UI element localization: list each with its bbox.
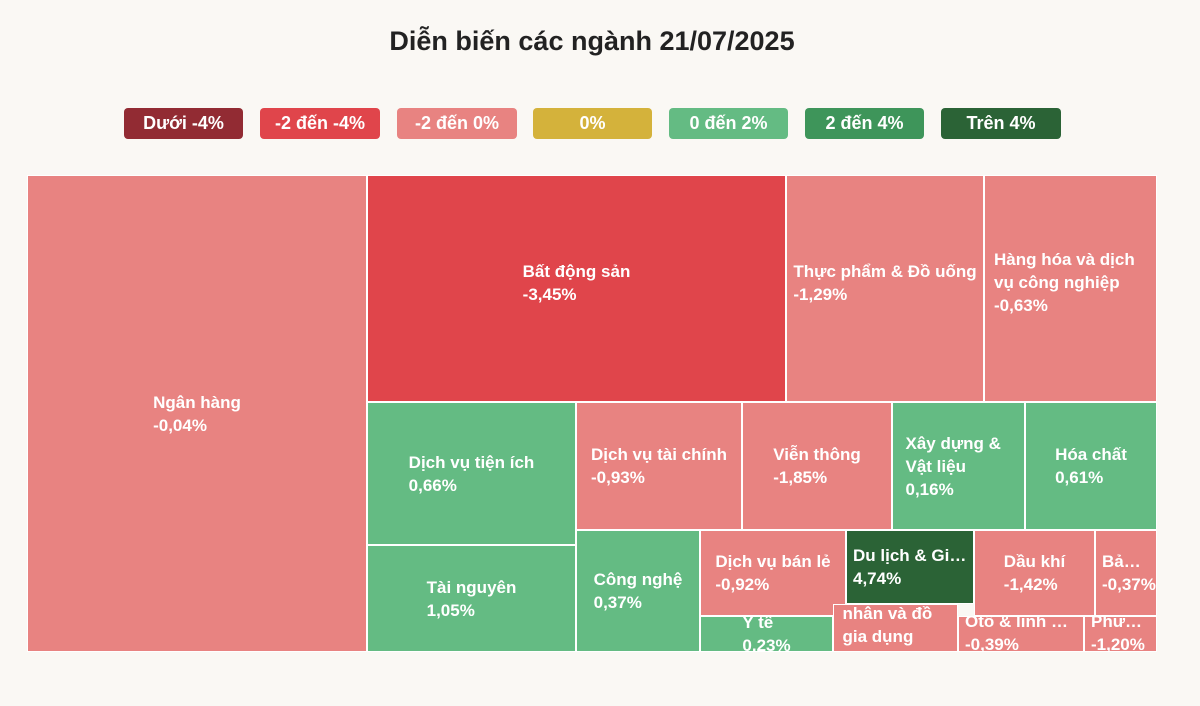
tile-name: Phương tiện truyền thông <box>1091 616 1150 631</box>
legend-item: Trên 4% <box>941 108 1061 139</box>
tile-value: -3,45% <box>522 284 577 304</box>
treemap-tile: Phương tiện truyền thông -1,20% <box>1084 616 1157 652</box>
legend-item: 2 đến 4% <box>805 108 924 139</box>
tile-value: 0,61% <box>1055 468 1104 487</box>
tile-name: Ôtô & linh kiện <box>965 616 1077 631</box>
tile-value: -0,37% <box>1102 575 1156 594</box>
tile-value: 0,16% <box>905 479 954 499</box>
treemap-tile: Công nghệ 0,37% <box>576 530 700 652</box>
treemap-tile: Y tế 0,23% <box>700 616 833 652</box>
tile-name: Viễn thông <box>773 445 861 464</box>
tile-value: -0,92% <box>715 575 770 594</box>
legend-item: 0 đến 2% <box>669 108 788 139</box>
tile-name: Bảo hiểm <box>1102 552 1150 571</box>
tile-name: Dầu khí <box>1003 552 1066 571</box>
tile-name: Xây dựng & Vật liệu <box>905 433 1001 476</box>
treemap-tile: Hàng hóa và dịch vụ công nghiệp -0,63% <box>984 175 1157 402</box>
tile-value: -1,20% <box>1091 635 1145 652</box>
tile-name: Công nghệ <box>593 570 683 589</box>
treemap-tile: Bảo hiểm -0,37% <box>1095 530 1157 616</box>
tile-name: Ngân hàng <box>153 392 241 412</box>
tile-name: Dịch vụ tiện ích <box>408 452 535 472</box>
tile-value: -0,93% <box>590 468 645 487</box>
tile-name: Hàng hóa và dịch vụ công nghiệp <box>994 250 1135 292</box>
tile-name: Du lịch & Giải trí <box>853 546 967 565</box>
treemap-tile: Du lịch & Giải trí 4,74% <box>846 530 974 604</box>
treemap-tile: Dịch vụ bán lẻ -0,92% <box>700 530 846 616</box>
legend-item: 0% <box>533 108 652 139</box>
treemap-tile: Xây dựng & Vật liệu 0,16% <box>892 402 1025 530</box>
treemap-tile: Bất động sản -3,45% <box>367 175 786 402</box>
treemap: Ngân hàng -0,04% Bất động sản -3,45% Thực ph… <box>27 175 1157 652</box>
treemap-tile: Ngân hàng -0,04% <box>27 175 367 652</box>
tile-name: Đồ dùng cá nhân và đồ gia dụng <box>842 604 933 646</box>
treemap-tile: Hóa chất 0,61% <box>1025 402 1157 530</box>
treemap-tile: Dịch vụ tiện ích 0,66% <box>367 402 576 545</box>
legend-item: -2 đến -4% <box>260 108 380 139</box>
tile-value: -0,63% <box>994 296 1048 315</box>
treemap-tile: Đồ dùng cá nhân và đồ gia dụng -0,36% <box>833 604 958 652</box>
chart-title: Diễn biến các ngành 21/07/2025 <box>389 26 795 56</box>
tile-value: 1,05% <box>426 600 475 620</box>
tile-name: Thực phẩm & Đồ uống <box>793 261 977 281</box>
tile-name: Bất động sản <box>522 261 631 281</box>
legend: Dưới -4% -2 đến -4% -2 đến 0% 0% 0 đến 2% 2 đ… <box>0 108 1200 140</box>
tile-value: -0,36% <box>843 648 949 651</box>
tile-name: Hóa chất <box>1055 445 1127 464</box>
tile-name: Y tế <box>742 616 774 632</box>
tile-name: Dịch vụ tài chính <box>590 445 728 464</box>
tile-value: -1,29% <box>793 284 848 304</box>
treemap-tile: Viễn thông -1,85% <box>742 402 892 530</box>
tile-value: -0,39% <box>965 635 1019 652</box>
treemap-tile: Tài nguyên 1,05% <box>367 545 576 652</box>
tile-value: -0,04% <box>153 415 207 435</box>
legend-item: -2 đến 0% <box>397 108 517 139</box>
tile-value: -1,85% <box>773 468 828 487</box>
tile-value: 0,37% <box>593 593 642 612</box>
tile-name: Tài nguyên <box>426 577 517 597</box>
treemap-tile: Dầu khí -1,42% <box>974 530 1095 616</box>
legend-item: Dưới -4% <box>124 108 243 139</box>
tile-value: 4,74% <box>853 569 902 588</box>
tile-value: 0,23% <box>742 636 791 652</box>
treemap-tile: Ôtô & linh kiện -0,39% <box>958 616 1084 652</box>
tile-value: 0,66% <box>408 475 457 495</box>
treemap-tile: Thực phẩm & Đồ uống -1,29% <box>786 175 984 402</box>
tile-value: -1,42% <box>1003 575 1058 594</box>
treemap-tile: Dịch vụ tài chính -0,93% <box>576 402 742 530</box>
tile-name: Dịch vụ bán lẻ <box>715 552 831 571</box>
